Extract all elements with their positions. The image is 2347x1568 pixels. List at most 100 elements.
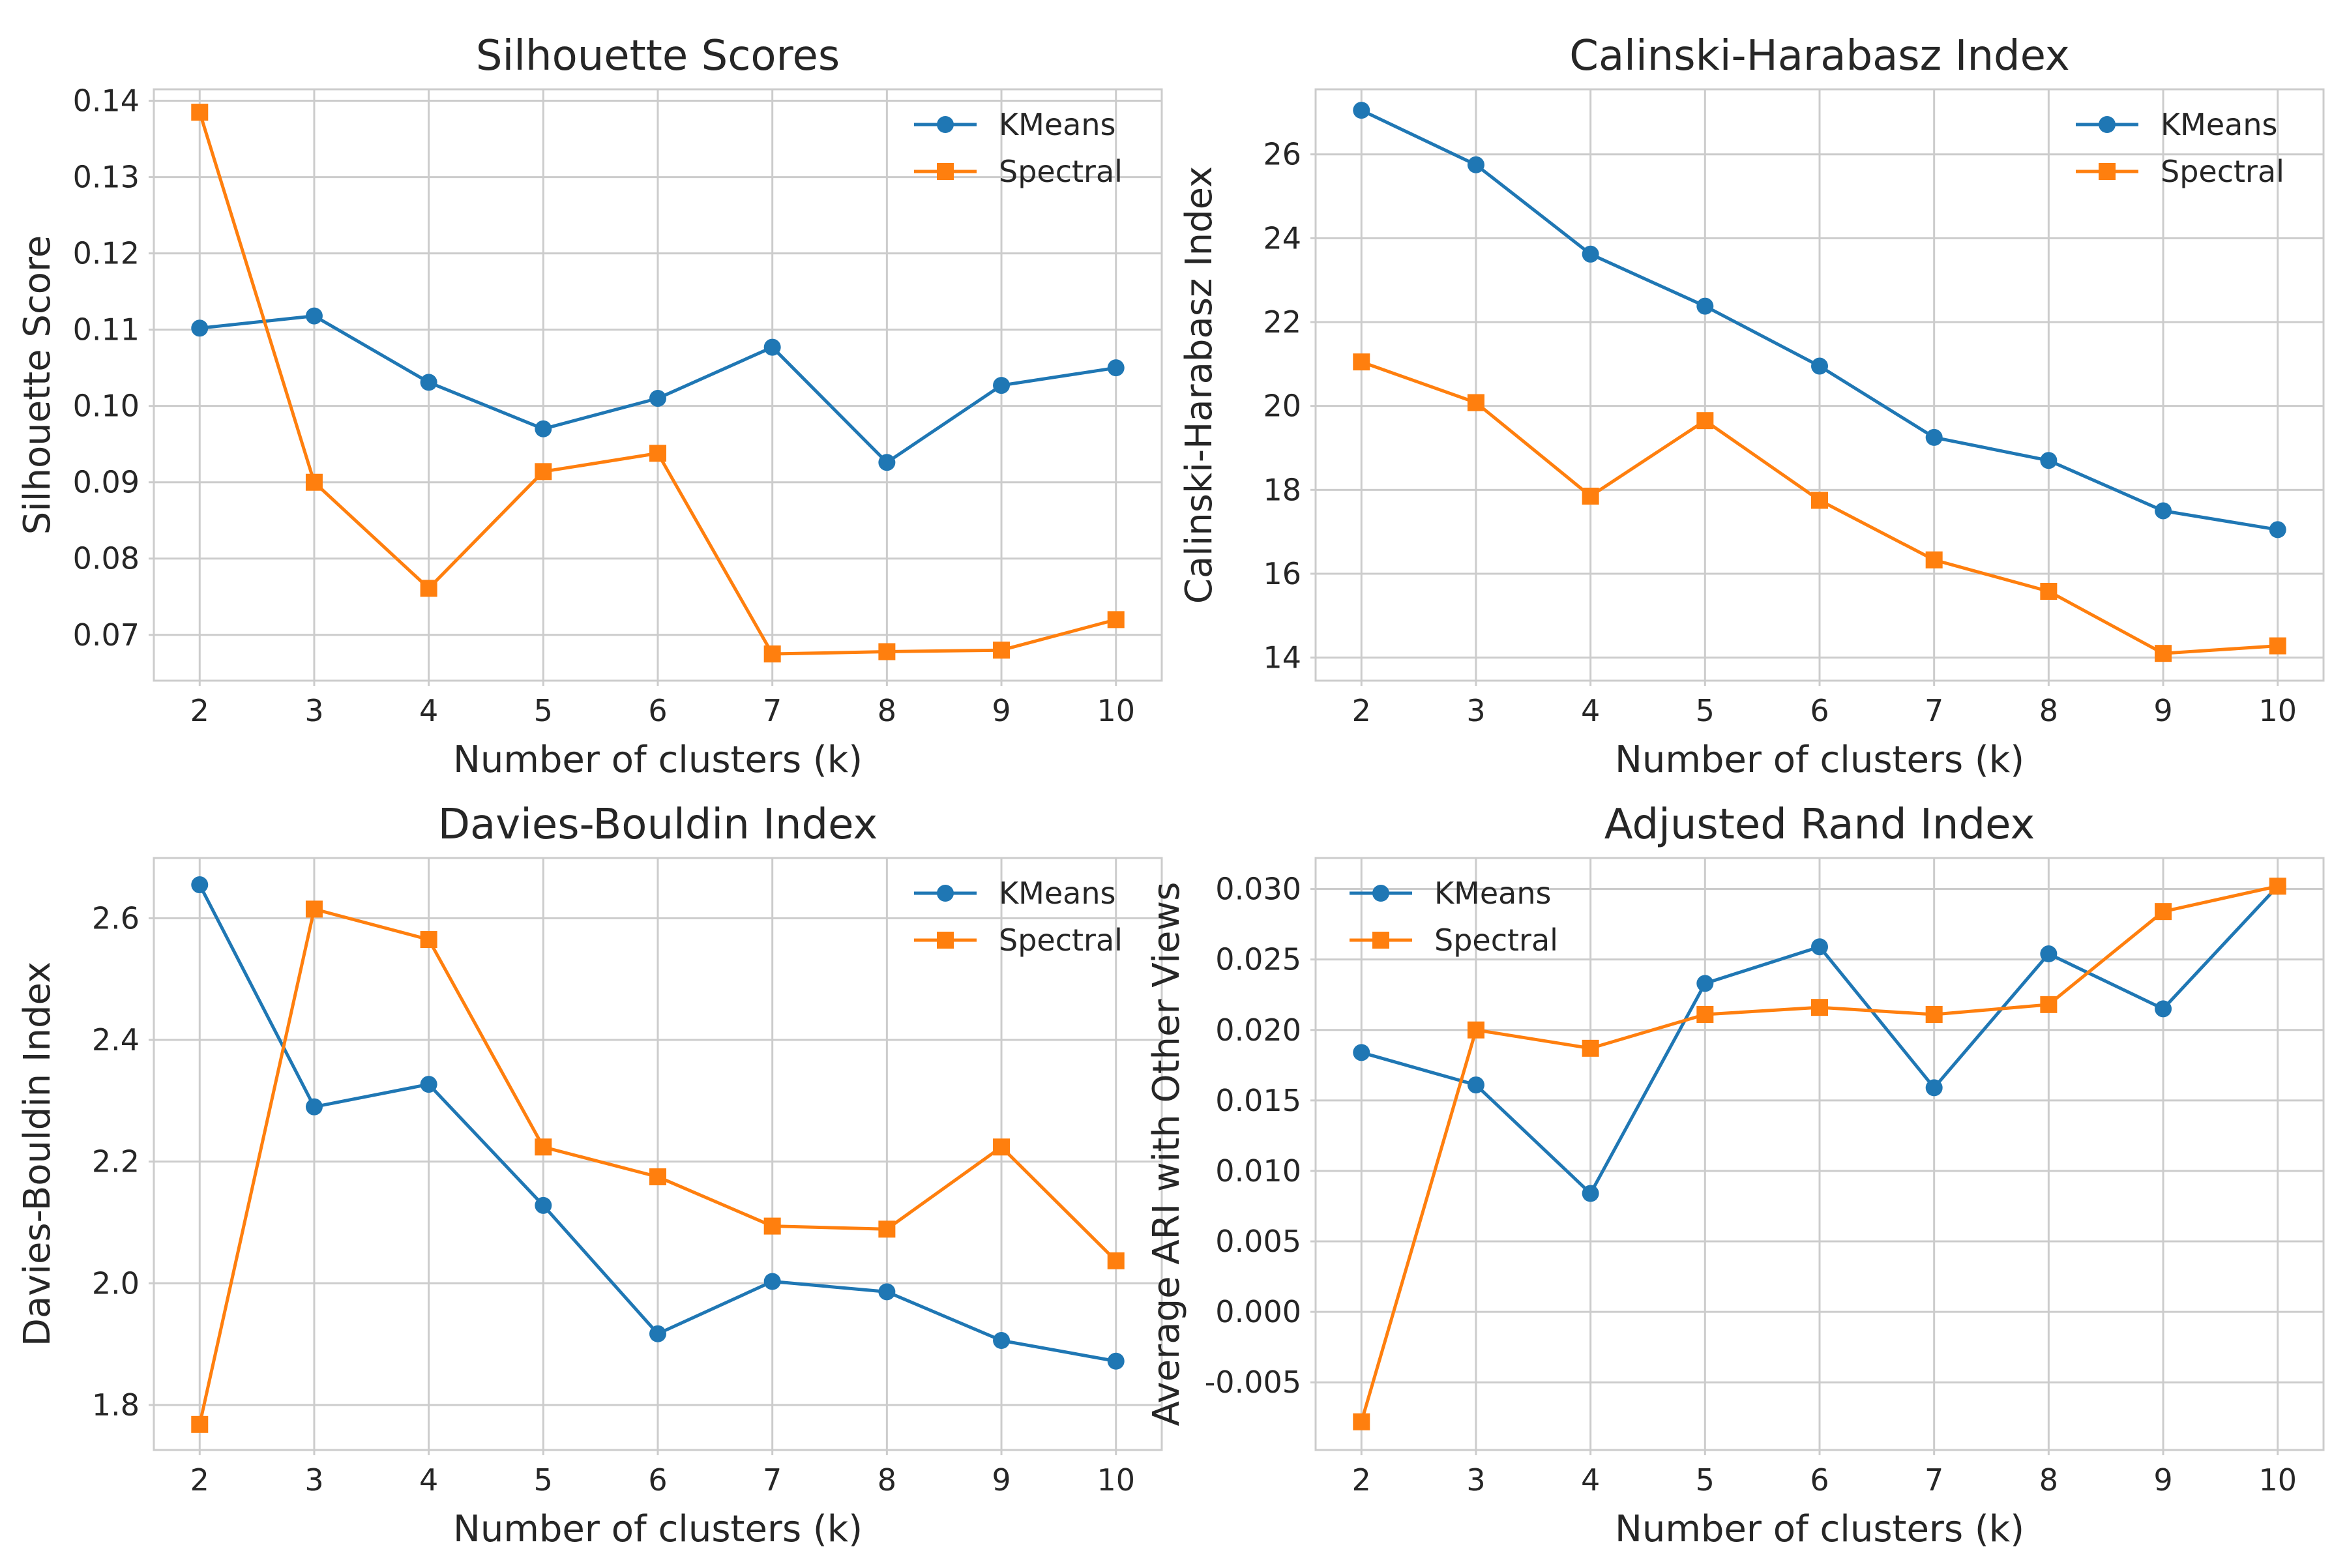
data-point: [993, 1332, 1011, 1350]
data-point: [2155, 645, 2172, 662]
legend-label: Spectral: [999, 154, 1123, 189]
legend-marker: [1372, 885, 1389, 902]
legend-label: KMeans: [999, 876, 1115, 911]
y-tick-label: 0.12: [73, 236, 140, 271]
x-tick-label: 8: [878, 1462, 896, 1498]
data-point: [1467, 156, 1484, 173]
y-tick-label: 0.09: [73, 465, 140, 500]
y-tick-label: 0.010: [1215, 1153, 1301, 1189]
data-point: [1925, 551, 1943, 569]
y-tick-label: 0.025: [1215, 942, 1301, 977]
data-point: [535, 463, 552, 481]
y-tick-label: 2.4: [92, 1022, 140, 1058]
legend-label: Spectral: [1434, 923, 1558, 958]
data-point: [878, 454, 896, 471]
x-tick-label: 2: [190, 1462, 209, 1498]
data-point: [1582, 1185, 1599, 1202]
data-point: [1582, 245, 1599, 263]
x-tick-label: 5: [534, 1462, 553, 1498]
data-point: [2040, 996, 2058, 1013]
legend-label: KMeans: [1434, 876, 1551, 911]
x-tick-label: 3: [1466, 1462, 1485, 1498]
data-point: [191, 1415, 209, 1433]
legend: KMeans Spectral: [1350, 876, 1558, 958]
legend-label: KMeans: [999, 107, 1115, 142]
data-point: [1811, 938, 1828, 956]
data-point: [1467, 394, 1484, 411]
x-tick-label: 10: [2258, 693, 2297, 728]
y-tick-label: 2.2: [92, 1144, 140, 1179]
x-tick-label: 3: [304, 1462, 323, 1498]
y-tick-label: 0.10: [73, 389, 140, 424]
chart-panel-1: 2 3 4 5 6 7 8 9 10 0.07 0.08 0.09 0.10 0.11 0.12 0.13 0.…: [16, 32, 1163, 781]
data-point: [1353, 1044, 1370, 1061]
data-point: [305, 307, 323, 325]
data-point: [305, 1098, 323, 1116]
y-tick-label: 2.0: [92, 1265, 140, 1301]
data-point: [1107, 1352, 1125, 1370]
data-point: [2040, 452, 2058, 469]
x-tick-label: 10: [1097, 1462, 1135, 1498]
data-point: [2155, 903, 2172, 921]
x-tick-label: 3: [304, 693, 323, 728]
chart-title: Davies-Bouldin Index: [438, 801, 878, 849]
data-point: [191, 876, 209, 894]
chart-panel-2: 2 3 4 5 6 7 8 9 10 14 16 18 20 22 24 26 Calinski-Harabas…: [1178, 32, 2325, 781]
legend-marker: [937, 163, 954, 180]
y-tick-label: 0.14: [73, 83, 140, 119]
data-point: [1925, 428, 1943, 446]
data-point: [763, 1273, 781, 1290]
x-tick-label: 8: [2039, 1462, 2058, 1498]
legend-marker: [937, 116, 954, 133]
data-point: [305, 473, 323, 491]
x-tick-label: 4: [1581, 693, 1600, 728]
legend-marker: [2099, 163, 2116, 180]
y-tick-label: 18: [1263, 472, 1301, 507]
data-point: [993, 377, 1011, 394]
data-point: [1696, 975, 1714, 992]
chart-title: Adjusted Rand Index: [1604, 801, 2035, 849]
x-axis-label: Number of clusters (k): [453, 739, 863, 781]
y-tick-label: 0.13: [73, 160, 140, 195]
data-point: [1696, 297, 1714, 315]
legend: KMeans Spectral: [2076, 107, 2284, 189]
y-tick-label: 14: [1263, 640, 1301, 675]
data-point: [1925, 1079, 1943, 1097]
legend-marker: [937, 885, 954, 902]
data-point: [649, 1325, 666, 1342]
x-axis-label: Number of clusters (k): [1615, 1508, 2024, 1550]
y-tick-label: 0.11: [73, 312, 140, 348]
series-kmeans: [191, 307, 1125, 471]
data-point: [1811, 999, 1828, 1016]
data-point: [1582, 1039, 1599, 1057]
y-axis-label: Davies-Bouldin Index: [16, 962, 59, 1346]
x-tick-label: 2: [1352, 693, 1371, 728]
x-tick-label: 7: [1925, 1462, 1943, 1498]
y-tick-label: 0.015: [1215, 1083, 1301, 1118]
legend-label: KMeans: [2161, 107, 2277, 142]
chart-panel-3: 2 3 4 5 6 7 8 9 10 1.8 2.0 2.2 2.4 2.6 Davies-Bouldin …: [16, 801, 1163, 1550]
x-tick-label: 10: [1097, 693, 1135, 728]
legend-label: Spectral: [999, 923, 1123, 958]
x-tick-label: 7: [1925, 693, 1943, 728]
data-point: [993, 642, 1011, 659]
chart-title: Silhouette Scores: [476, 32, 840, 80]
data-point: [649, 1168, 666, 1185]
data-point: [2040, 945, 2058, 963]
x-tick-label: 9: [2153, 693, 2172, 728]
data-point: [763, 1217, 781, 1235]
data-point: [878, 1283, 896, 1301]
data-point: [305, 900, 323, 918]
x-tick-label: 5: [1696, 1462, 1715, 1498]
data-point: [420, 1076, 437, 1093]
chart-panel-4: 2 3 4 5 6 7 8 9 10 -0.005 0.000 0.005 0.010 0.015 0.02…: [1145, 801, 2325, 1550]
data-point: [191, 104, 209, 121]
data-point: [993, 1138, 1011, 1156]
data-point: [1582, 487, 1599, 505]
y-tick-label: 26: [1263, 137, 1301, 172]
data-point: [1696, 412, 1714, 430]
data-point: [1467, 1021, 1484, 1039]
x-tick-label: 10: [2258, 1462, 2297, 1498]
y-tick-label: 0.005: [1215, 1224, 1301, 1259]
data-point: [763, 645, 781, 663]
